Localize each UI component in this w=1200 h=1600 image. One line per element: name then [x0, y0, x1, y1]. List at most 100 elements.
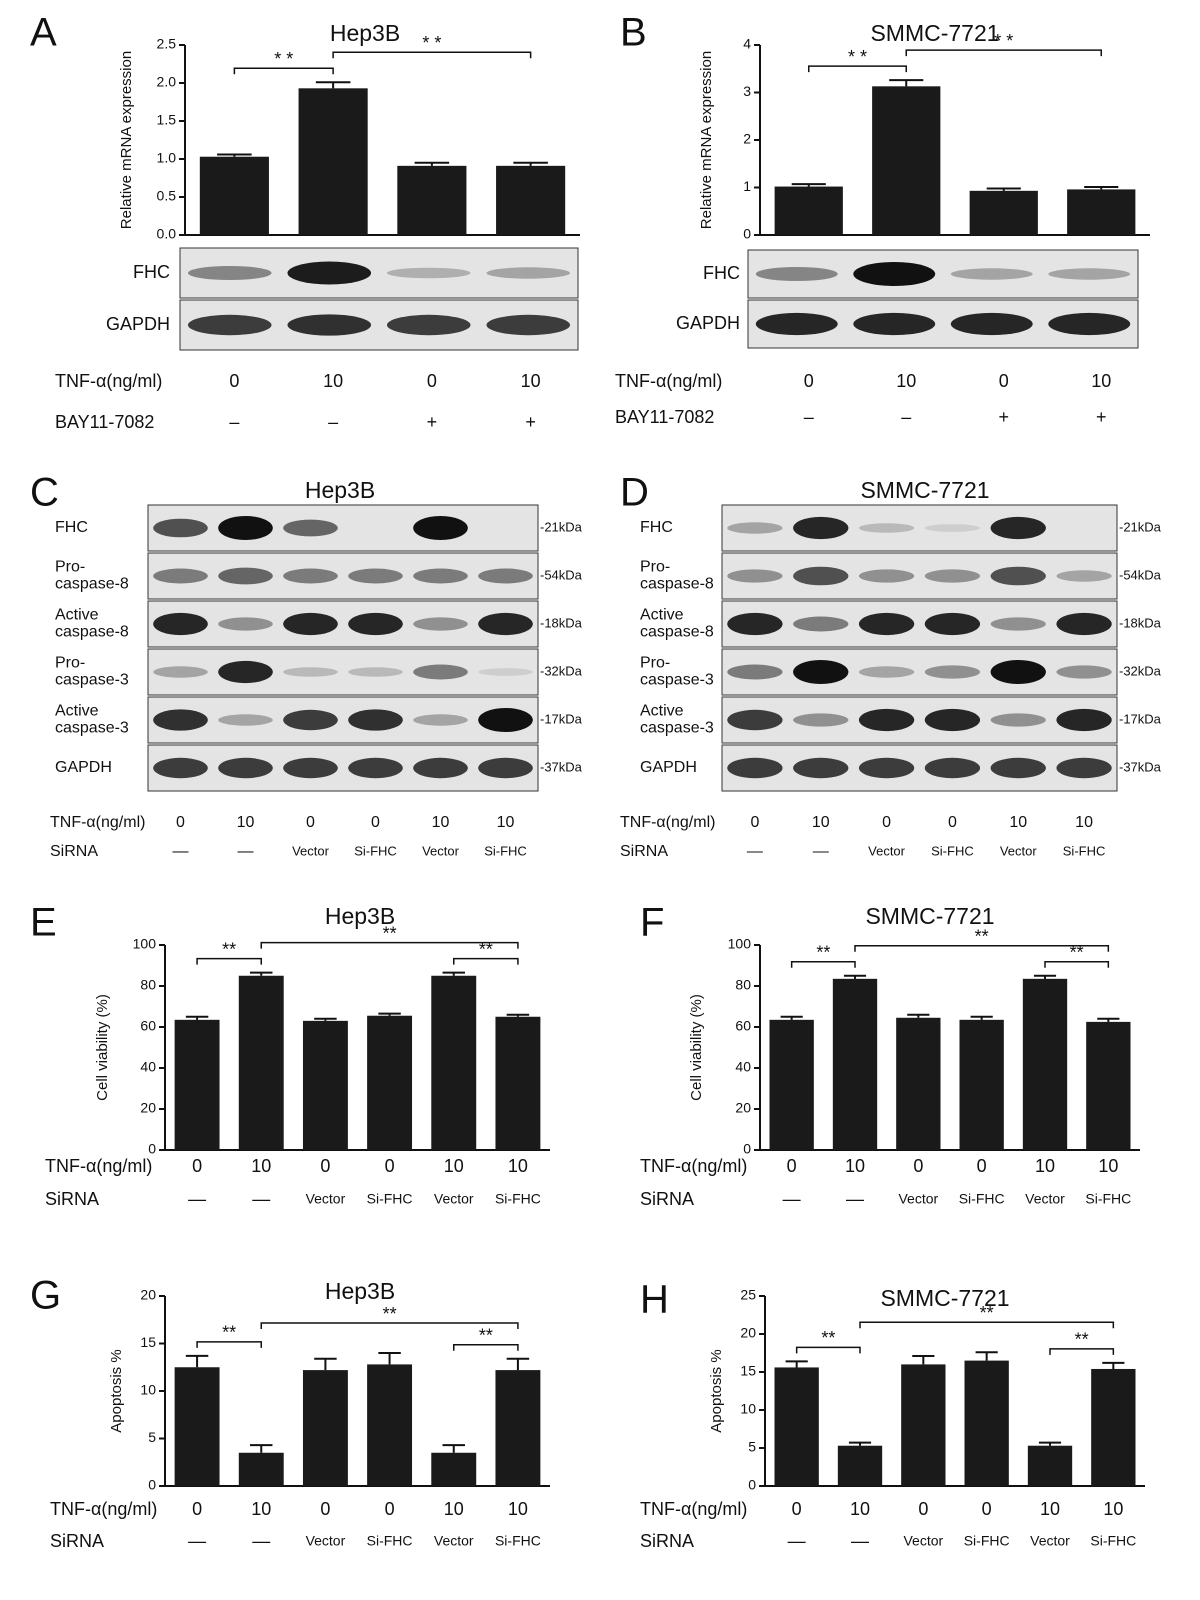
blot-band: [478, 668, 533, 676]
row-label: TNF-α(ng/ml): [615, 371, 722, 391]
blot-band: [218, 757, 273, 779]
blot-band: [386, 267, 471, 279]
blot-label: Pro-: [640, 559, 670, 576]
row-cell: —: [783, 1189, 801, 1209]
significance-label: **: [975, 927, 989, 947]
lane-cell: 10: [497, 814, 515, 831]
row-label: BAY11-7082: [615, 407, 714, 427]
chart-title: Hep3B: [325, 1278, 395, 1304]
error-bar: [442, 971, 465, 976]
y-axis-label: Apoptosis %: [708, 1349, 725, 1432]
significance-bracket: [1049, 1348, 1115, 1355]
size-marker: -21kDa: [1119, 519, 1162, 534]
panel-letter: C: [30, 471, 59, 515]
panel-letter: E: [30, 901, 57, 945]
blot-band: [348, 757, 403, 779]
significance-bracket: [854, 945, 1110, 952]
row-label: SiRNA: [640, 1189, 694, 1209]
blot-label: Pro-: [640, 655, 670, 672]
lane-cell: 0: [750, 814, 759, 831]
y-tick-label: 1.5: [157, 112, 177, 128]
row-label: TNF-α(ng/ml): [50, 1499, 157, 1519]
blot-band: [950, 268, 1033, 280]
panel-letter: F: [640, 901, 664, 945]
size-marker: -18kDa: [1119, 615, 1162, 630]
chart-title: SMMC-7721: [870, 20, 999, 46]
row-cell: —: [252, 1189, 270, 1209]
significance-label: * *: [274, 49, 293, 69]
row-cell: 10: [1040, 1499, 1060, 1519]
y-tick-label: 2.0: [157, 74, 177, 90]
y-tick-label: 2: [743, 131, 751, 147]
blot-band: [218, 617, 273, 631]
error-bar: [378, 1012, 401, 1016]
row-cell: 10: [323, 371, 343, 391]
blot-band: [727, 612, 783, 636]
significance-bracket: [196, 957, 262, 965]
significance-bracket: [332, 51, 532, 59]
blot-label: caspase-3: [640, 720, 714, 737]
row-cell: Si-FHC: [495, 1191, 541, 1207]
blot-strip: [147, 600, 539, 648]
error-bar: [970, 1015, 993, 1020]
blot-band: [858, 708, 915, 732]
lane-row-label: TNF-α(ng/ml): [50, 814, 145, 831]
blot-band: [478, 612, 533, 636]
blot-band: [218, 660, 273, 684]
significance-label: **: [821, 1328, 835, 1348]
error-bar: [912, 1355, 935, 1365]
blot-band: [413, 664, 468, 680]
row-cell: 0: [982, 1499, 992, 1519]
row-label: SiRNA: [45, 1189, 99, 1209]
error-bar: [506, 1013, 530, 1017]
row-cell: Vector: [1030, 1533, 1070, 1549]
row-cell: Vector: [898, 1191, 938, 1207]
y-tick-label: 15: [740, 1363, 756, 1379]
row-cell: Si-FHC: [1090, 1533, 1136, 1549]
blot-strip: [147, 648, 539, 696]
row-cell: Vector: [434, 1533, 474, 1549]
bar: [1022, 978, 1068, 1150]
bar: [969, 190, 1038, 235]
y-tick-label: 20: [140, 1287, 156, 1303]
row-cell: Si-FHC: [964, 1533, 1010, 1549]
row-cell: 10: [1098, 1156, 1118, 1176]
bar: [1027, 1445, 1073, 1486]
blot-band: [990, 757, 1046, 779]
blot-label: Active: [640, 607, 684, 624]
blot-band: [153, 568, 208, 584]
blot-band: [727, 664, 783, 680]
row-label: TNF-α(ng/ml): [640, 1156, 747, 1176]
y-tick-label: 0.0: [157, 226, 177, 242]
row-cell: 0: [320, 1156, 330, 1176]
error-bar: [1102, 1361, 1125, 1369]
lane-cell: Vector: [868, 843, 906, 858]
blot-band: [924, 524, 981, 532]
blot-band: [1056, 757, 1112, 779]
y-axis-label: Cell viability (%): [94, 994, 111, 1101]
blot-band: [283, 667, 338, 677]
bar: [964, 1360, 1009, 1486]
bar: [495, 1370, 541, 1486]
row-cell: 0: [192, 1499, 202, 1519]
row-cell: 10: [896, 371, 916, 391]
bar: [832, 978, 878, 1150]
blot-band: [283, 612, 338, 636]
significance-label: * *: [422, 33, 441, 53]
blot-band: [283, 757, 338, 779]
y-tick-label: 3: [743, 83, 751, 99]
row-cell: Vector: [434, 1191, 474, 1207]
blot-band: [348, 568, 403, 584]
blot-band: [727, 522, 783, 534]
row-cell: –: [328, 412, 338, 432]
bar: [298, 88, 368, 235]
bar: [1086, 1021, 1131, 1150]
blot-label: Pro-: [55, 655, 85, 672]
significance-bracket: [790, 961, 856, 968]
row-cell: 10: [850, 1499, 870, 1519]
significance-label: **: [383, 923, 397, 943]
row-cell: +: [1096, 407, 1107, 427]
row-cell: 0: [229, 371, 239, 391]
lane-cell: —: [238, 843, 254, 860]
blot-label: Active: [55, 607, 99, 624]
